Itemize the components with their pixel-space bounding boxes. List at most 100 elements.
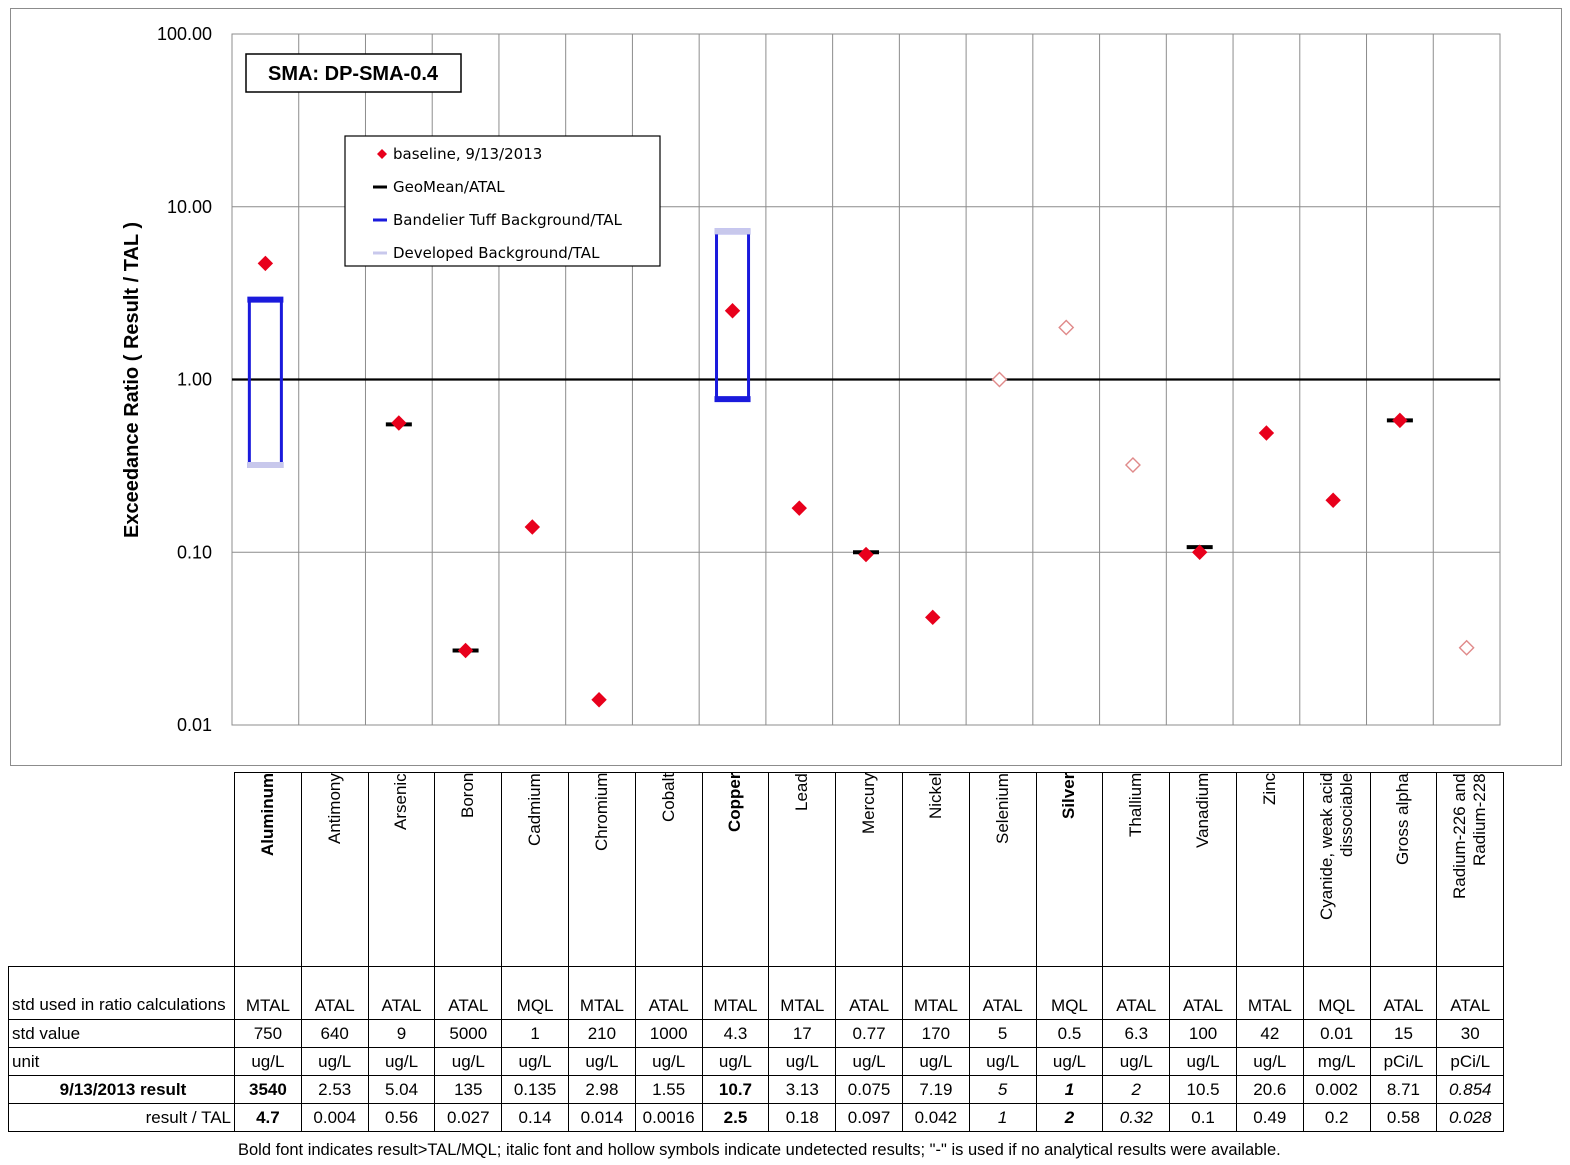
ratio-row-cell: 0.097 [835, 1103, 903, 1132]
std-value-row-cell: 210 [567, 1019, 636, 1048]
std-value-row-cell: 750 [234, 1019, 302, 1048]
y-axis-label: Exceedance Ratio ( Result / TAL ) [121, 222, 143, 538]
result-row-cell: 1 [1035, 1075, 1104, 1104]
result-row-cell: 135 [434, 1075, 503, 1104]
legend-label: Developed Background/TAL [393, 244, 600, 262]
std-row: std used in ratio calculations MTAL ATAL AT… [8, 966, 1505, 1020]
column-header-label: Radium-226 and Radium-228 [1450, 773, 1490, 899]
std-value-row-cell: 15 [1369, 1019, 1438, 1048]
result-row-cell: 10.7 [701, 1075, 770, 1104]
std-value-row-cell: 0.77 [835, 1019, 903, 1048]
unit-row-cell: ug/L [634, 1047, 703, 1076]
std-value-row-cell: 0.5 [1035, 1019, 1104, 1048]
ratio-row-cell: 2 [1035, 1103, 1104, 1132]
unit-row-cell: ug/L [234, 1047, 302, 1076]
column-header: Gross alpha [1369, 772, 1438, 967]
y-tick-label: 0.01 [177, 715, 212, 735]
column-header-label: Cadmium [525, 773, 545, 846]
ratio-row-cell: 0.14 [501, 1103, 569, 1132]
column-header-label: Selenium [992, 773, 1012, 844]
column-header: Antimony [300, 772, 369, 967]
result-row-cell: 7.19 [901, 1075, 970, 1104]
baseline-point [257, 255, 274, 272]
result-row-cell: 8.71 [1369, 1075, 1438, 1104]
result-row-cell: 0.002 [1302, 1075, 1371, 1104]
column-header: Cobalt [634, 772, 703, 967]
column-header: Aluminum [234, 772, 302, 967]
ratio-row-cell: 0.014 [567, 1103, 636, 1132]
std-value-row-cell: 1000 [634, 1019, 703, 1048]
baseline-point-undetected [1124, 456, 1141, 473]
ratio-row-cell: 0.027 [434, 1103, 503, 1132]
column-header-label: Cobalt [658, 773, 678, 823]
std-row-cell: ATAL [367, 966, 436, 1020]
std-value-row-cell: 640 [300, 1019, 369, 1048]
ratio-row-cell: 4.7 [234, 1103, 302, 1132]
column-header-label: Mercury [859, 773, 879, 835]
std-row-cell: MQL [1302, 966, 1371, 1020]
std-value-row-cell: 0.01 [1302, 1019, 1371, 1048]
std-value-row-cell: 100 [1169, 1019, 1237, 1048]
table-header-row: Aluminum Antimony Arsenic Boron Cadmium Chrom… [9, 772, 1505, 967]
column-header: Chromium [567, 772, 636, 967]
column-header-label: Boron [458, 773, 478, 819]
legend-box [344, 135, 661, 267]
exceedance-ratio-chart: 0.01 0.10 1.00 10.00 100.00 Exceedance Ratio … [121, 24, 1501, 735]
unit-row-label: unit [8, 1047, 235, 1076]
y-tick-label: 1.00 [177, 370, 212, 390]
chart-title-box [245, 53, 462, 93]
std-row-cell: MQL [501, 966, 569, 1020]
y-tick-label: 100.00 [157, 24, 212, 44]
unit-row-cell: ug/L [1235, 1047, 1304, 1076]
std-row-cell: MTAL [701, 966, 770, 1020]
std-row-cell: ATAL [300, 966, 369, 1020]
result-row-cell: 1.55 [634, 1075, 703, 1104]
baseline-point [1392, 412, 1408, 429]
result-row-cell: 0.135 [501, 1075, 569, 1104]
column-header-label: Aluminum [257, 773, 277, 857]
unit-row-cell: ug/L [901, 1047, 970, 1076]
std-value-row-cell: 5000 [434, 1019, 503, 1048]
table-corner [9, 773, 235, 967]
std-row-cell: ATAL [1369, 966, 1438, 1020]
chart-frame [10, 8, 1562, 766]
unit-row-cell: ug/L [501, 1047, 569, 1076]
std-row-cell: MTAL [901, 966, 970, 1020]
std-value-row-label: std value [8, 1019, 235, 1048]
ratio-row-cell: 2.5 [701, 1103, 770, 1132]
results-table: Aluminum Antimony Arsenic Boron Cadmium Chrom… [8, 772, 1505, 1132]
ratio-row-cell: 0.1 [1169, 1103, 1237, 1132]
column-header: Copper [701, 772, 770, 967]
table-footnote: Bold font indicates result>TAL/MQL; ital… [238, 1141, 1281, 1159]
unit-row-cell: pCi/L [1436, 1047, 1505, 1076]
column-header-label: Vanadium [1193, 773, 1213, 849]
baseline-point [524, 519, 541, 535]
baseline-point-undetected [991, 371, 1008, 388]
baseline-point [1191, 544, 1208, 560]
ratio-row-cell: 0.32 [1102, 1103, 1171, 1132]
baseline-point-undetected [1458, 639, 1475, 656]
ratio-row-cell: 0.58 [1369, 1103, 1438, 1132]
column-header: Silver [1035, 772, 1104, 967]
baseline-point [1325, 492, 1341, 508]
result-row-cell: 20.6 [1235, 1075, 1304, 1104]
column-header-label: Nickel [925, 773, 945, 820]
column-header: Vanadium [1169, 772, 1237, 967]
std-row-cell: ATAL [968, 966, 1037, 1020]
legend-label: Bandelier Tuff Background/TAL [393, 211, 623, 229]
unit-row-cell: ug/L [835, 1047, 903, 1076]
chart-title: SMA: DP-SMA-0.4 [268, 63, 439, 85]
baseline-point [724, 303, 741, 319]
unit-row: unit ug/L ug/L ug/L ug/L ug/L ug/L ug/L ug/L ug/L… [8, 1047, 1505, 1076]
column-header-label: Copper [725, 773, 745, 833]
result-row-cell: 0.854 [1436, 1075, 1505, 1104]
result-row-cell: 3540 [234, 1075, 302, 1104]
ratio-row-label: result / TAL [8, 1103, 235, 1132]
std-value-row-cell: 1 [501, 1019, 569, 1048]
column-header: Cyanide, weak acid dissociable [1302, 772, 1371, 967]
ratio-row-cell: 0.0016 [634, 1103, 703, 1132]
std-row-cell: MTAL [1235, 966, 1304, 1020]
legend-marker-baseline [377, 149, 387, 159]
column-header-label: Chromium [591, 773, 611, 852]
std-row-cell: ATAL [1169, 966, 1237, 1020]
